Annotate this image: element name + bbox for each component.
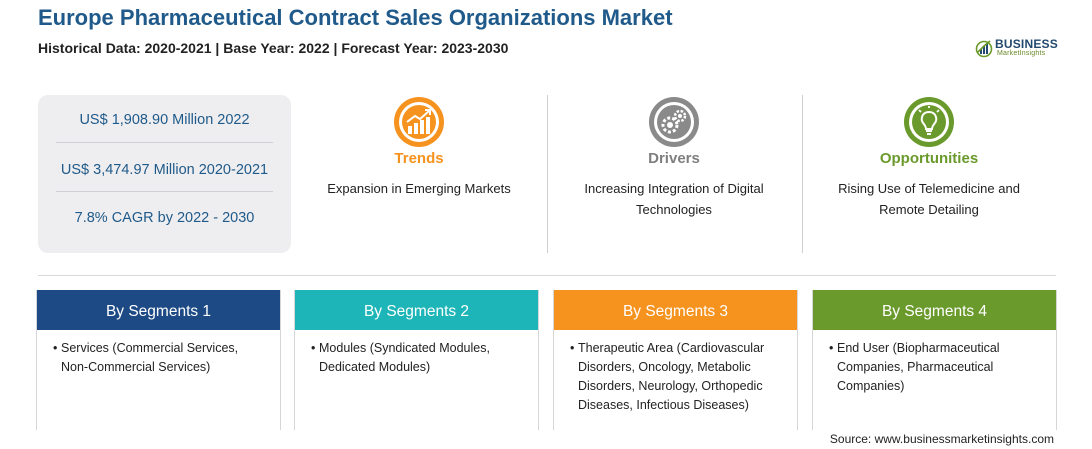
segment-3-header: By Segments 3 xyxy=(554,290,797,330)
segment-card-1: By Segments 1 Services (Commercial Servi… xyxy=(36,290,281,430)
brand-logo: BUSINESS MarketInsights xyxy=(975,36,1070,60)
column-divider xyxy=(802,95,803,253)
segment-4-item: End User (Biopharmaceutical Companies, P… xyxy=(829,339,1042,396)
section-divider xyxy=(38,275,1056,276)
drivers-card: Drivers Increasing Integration of Digita… xyxy=(547,95,801,253)
segment-1-header: By Segments 1 xyxy=(37,290,280,330)
logo-globe-icon xyxy=(975,40,993,58)
source-link[interactable]: Source: www.businessmarketinsights.com xyxy=(829,432,1054,446)
segment-2-header: By Segments 2 xyxy=(295,290,538,330)
stat-historical-value: US$ 3,474.97 Million 2020-2021 xyxy=(60,162,269,178)
stat-divider xyxy=(56,142,273,143)
logo-tagline: MarketInsights xyxy=(997,50,1046,57)
page-title: Europe Pharmaceutical Contract Sales Org… xyxy=(38,5,673,30)
page-subtitle: Historical Data: 2020-2021 | Base Year: … xyxy=(38,40,509,56)
segment-3-item: Therapeutic Area (Cardiovascular Disorde… xyxy=(570,339,783,415)
opportunities-card: Opportunities Rising Use of Telemedicine… xyxy=(802,95,1056,253)
stat-divider xyxy=(56,191,273,192)
logo-wordmark: BUSINESS xyxy=(995,37,1058,51)
stat-cagr: 7.8% CAGR by 2022 - 2030 xyxy=(74,210,255,226)
segment-2-item: Modules (Syndicated Modules, Dedicated M… xyxy=(311,339,524,377)
drivers-title: Drivers xyxy=(648,150,700,167)
market-stats-panel: US$ 1,908.90 Million 2022 US$ 3,474.97 M… xyxy=(38,95,291,253)
trends-card: Trends Expansion in Emerging Markets xyxy=(292,95,546,253)
growth-chart-icon xyxy=(394,97,444,147)
trends-text: Expansion in Emerging Markets xyxy=(327,181,511,196)
column-divider xyxy=(547,95,548,253)
lightbulb-icon xyxy=(904,97,954,147)
segment-card-4: By Segments 4 End User (Biopharmaceutica… xyxy=(812,290,1057,430)
stat-market-size-2022: US$ 1,908.90 Million 2022 xyxy=(79,112,250,128)
opportunities-text: Rising Use of Telemedicine and Remote De… xyxy=(838,181,1020,217)
segment-card-3: By Segments 3 Therapeutic Area (Cardiova… xyxy=(553,290,798,430)
opportunities-title: Opportunities xyxy=(879,150,979,167)
gears-icon xyxy=(649,97,699,147)
segment-4-header: By Segments 4 xyxy=(813,290,1056,330)
drivers-text: Increasing Integration of Digital Techno… xyxy=(584,181,764,217)
segment-card-2: By Segments 2 Modules (Syndicated Module… xyxy=(294,290,539,430)
segment-1-item: Services (Commercial Services, Non-Comme… xyxy=(53,339,266,377)
trends-title: Trends xyxy=(394,150,444,167)
